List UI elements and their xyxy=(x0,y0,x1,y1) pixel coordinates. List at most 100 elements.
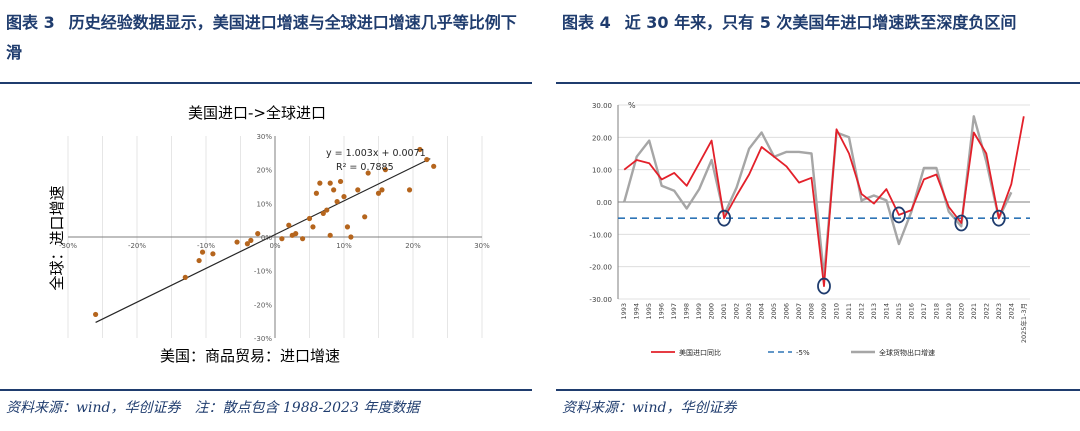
scatter-point xyxy=(431,163,437,169)
figure-3-heading: 历史经验数据显示，美国进口增速与全球进口增速几乎等比例下滑 xyxy=(6,13,517,62)
y-tick-label: -30.00 xyxy=(589,296,612,304)
scatter-point xyxy=(300,236,306,242)
figure-4-bottom-rule xyxy=(556,389,1080,391)
x-tick-label: 1994 xyxy=(633,303,641,320)
scatter-point xyxy=(344,224,351,230)
x-tick-label: 2025年1-3月 xyxy=(1019,303,1028,343)
highlight-circle xyxy=(892,206,906,224)
scatter-point xyxy=(365,170,371,176)
highlight-circle xyxy=(717,209,732,227)
y-tick-label: -30% xyxy=(254,335,272,343)
figure-3-top-rule xyxy=(0,82,532,84)
x-tick-label: 2008 xyxy=(808,303,816,320)
y-tick-label: -20.00 xyxy=(589,264,612,272)
y-tick-label: -10% xyxy=(254,268,272,276)
scatter-point xyxy=(244,241,250,247)
x-tick-label: 1998 xyxy=(683,303,691,320)
scatter-point xyxy=(406,187,413,193)
figure-4-heading: 近 30 年来，只有 5 次美国年进口增速跌至深度负区间 xyxy=(624,13,1017,32)
figure-3-title: 图表 3 历史经验数据显示，美国进口增速与全球进口增速几乎等比例下滑 xyxy=(6,8,526,68)
scatter-point xyxy=(379,187,385,193)
scatter-point xyxy=(210,251,216,257)
y-tick-label: 0.00 xyxy=(596,199,612,207)
scatter-point xyxy=(424,156,430,163)
y-tick-label: 0% xyxy=(261,234,272,242)
scatter-y-label: 全球：进口增速 xyxy=(48,185,66,290)
scatter-point xyxy=(334,199,340,205)
x-tick-label: -30% xyxy=(59,242,77,250)
y-tick-label: 20.00 xyxy=(592,134,612,142)
x-tick-label: 1995 xyxy=(645,303,653,320)
x-tick-label: 2018 xyxy=(932,303,940,320)
x-tick-label: 2000 xyxy=(708,303,716,320)
x-tick-label: 2002 xyxy=(733,303,741,320)
scatter-point xyxy=(382,167,388,173)
x-tick-label: 1999 xyxy=(695,303,703,320)
x-tick-label: 30% xyxy=(474,242,490,250)
x-tick-label: 0% xyxy=(269,242,280,250)
x-tick-label: 20% xyxy=(405,242,421,250)
y-tick-label: 30% xyxy=(256,133,272,141)
x-tick-label: 2012 xyxy=(857,303,865,320)
figure-4-label: 图表 4 xyxy=(562,13,611,32)
y-tick-label: 20% xyxy=(256,167,272,175)
x-tick-label: 2024 xyxy=(1007,303,1015,320)
scatter-point xyxy=(293,231,299,237)
scatter-point xyxy=(362,214,368,220)
trendline xyxy=(95,158,431,323)
scatter-point xyxy=(327,232,333,238)
scatter-point xyxy=(375,190,382,196)
x-tick-label: 2021 xyxy=(970,303,978,320)
x-tick-label: 2010 xyxy=(832,303,840,320)
highlight-circle xyxy=(954,214,969,232)
scatter-title: 美国进口->全球进口 xyxy=(188,104,326,122)
highlight-circle xyxy=(817,277,831,295)
figure-4-panel: 图表 4 近 30 年来，只有 5 次美国年进口增速跌至深度负区间 30.00 20… xyxy=(556,0,1080,431)
x-tick-label: 2022 xyxy=(982,303,990,320)
scatter-point xyxy=(327,180,333,186)
scatter-point xyxy=(324,207,330,213)
y-tick-label: -10.00 xyxy=(589,231,612,239)
scatter-point xyxy=(234,239,240,245)
x-tick-label: 2023 xyxy=(995,303,1003,320)
y-unit-label: % xyxy=(628,101,636,110)
figure-4-top-rule xyxy=(556,82,1080,84)
x-tick-label: 2003 xyxy=(745,303,753,320)
line-chart: 30.00 20.00 10.00 0.00 -10.00 -20.00 -30.00% 19… xyxy=(589,101,1030,357)
figure-3-panel: 图表 3 历史经验数据显示，美国进口增速与全球进口增速几乎等比例下滑 -30% -2… xyxy=(0,0,532,431)
x-tick-label: 2020 xyxy=(957,303,965,320)
scatter-point xyxy=(331,187,337,193)
scatter-point xyxy=(310,224,316,230)
y-tick-label: 10% xyxy=(256,200,272,208)
figure-4-source: 资料来源：wind，华创证券 xyxy=(562,400,737,416)
x-tick-label: 1996 xyxy=(658,303,666,320)
scatter-point xyxy=(348,234,354,240)
figure-4-title: 图表 4 近 30 年来，只有 5 次美国年进口增速跌至深度负区间 xyxy=(562,8,1080,38)
x-tick-label: 2011 xyxy=(845,303,853,320)
scatter-point xyxy=(313,190,319,196)
y-tick-label: -20% xyxy=(254,301,272,309)
x-tick-label: 2017 xyxy=(920,303,928,320)
x-tick-label: -10% xyxy=(197,242,215,250)
figure-3-label: 图表 3 xyxy=(6,13,55,32)
figure-3-bottom-rule xyxy=(0,389,532,391)
x-tick-label: 2009 xyxy=(820,303,828,320)
scatter-point xyxy=(182,274,188,280)
trendline-r2: R² = 0.7885 xyxy=(336,162,394,173)
figure-3-source: 资料来源：wind，华创证券 注：散点包含 1988-2023 年度数据 xyxy=(6,400,420,416)
scatter-point xyxy=(199,249,206,255)
scatter-point xyxy=(337,178,344,185)
y-tick-label: 30.00 xyxy=(592,102,612,110)
legend-label: 美国进口同比 xyxy=(679,348,721,357)
x-tick-label: 2007 xyxy=(795,303,803,320)
scatter-point xyxy=(255,231,261,237)
scatter-point xyxy=(279,236,285,242)
y-tick-label: 10.00 xyxy=(592,167,612,175)
x-tick-label: 2006 xyxy=(783,303,791,320)
legend-label: 全球货物出口增速 xyxy=(879,348,935,357)
x-tick-label: -20% xyxy=(128,242,146,250)
x-tick-label: 2004 xyxy=(758,303,766,320)
series-line-global-exports xyxy=(623,115,1013,278)
scatter-point xyxy=(93,311,99,318)
scatter-point xyxy=(286,222,292,228)
